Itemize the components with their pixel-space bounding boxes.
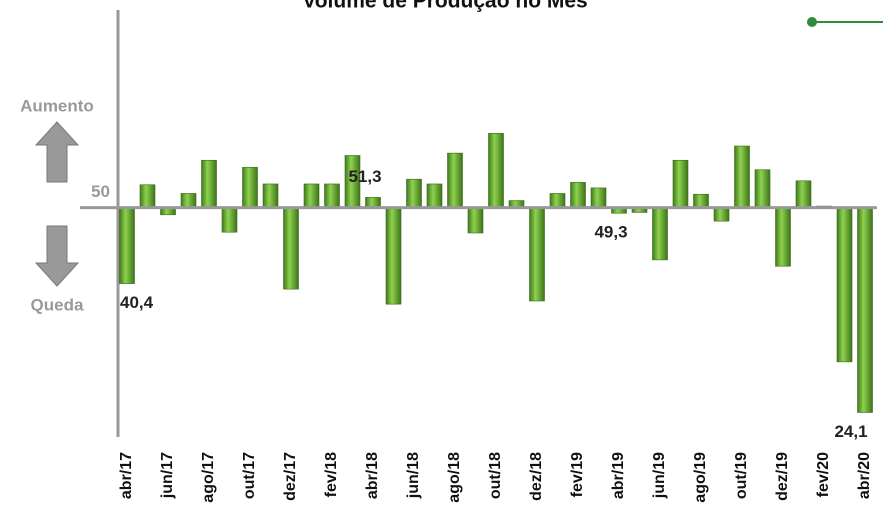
x-tick-label: abr/18 — [364, 452, 381, 499]
x-tick-label: abr/20 — [856, 452, 873, 499]
bar — [283, 207, 299, 290]
bar — [385, 207, 402, 305]
bar — [795, 180, 812, 208]
x-tick-label: dez/18 — [528, 452, 545, 501]
bar — [775, 207, 791, 267]
bar — [426, 183, 443, 208]
x-tick-label: jun/19 — [651, 452, 668, 499]
bar — [672, 159, 689, 208]
x-tick-label: dez/17 — [282, 452, 299, 501]
bar — [262, 183, 279, 208]
x-tick-label: out/19 — [733, 452, 750, 499]
bar — [242, 167, 258, 208]
bar — [570, 182, 586, 208]
bar — [549, 193, 566, 208]
legend-dot — [807, 17, 817, 27]
bar — [857, 207, 873, 413]
x-tick-label: dez/19 — [774, 452, 791, 501]
value-label: 24,1 — [834, 422, 867, 441]
bar — [324, 183, 340, 208]
value-label: 40,4 — [120, 293, 154, 312]
bar — [365, 197, 381, 208]
x-tick-label: out/17 — [241, 452, 258, 499]
down-arrow — [34, 225, 80, 287]
bar — [406, 178, 422, 208]
x-tick-label: fev/18 — [323, 452, 340, 497]
chart-title: Volume de Produção no Mês — [302, 0, 588, 13]
bar — [180, 193, 197, 208]
value-label: 51,3 — [348, 167, 381, 186]
bar — [693, 193, 709, 208]
x-tick-label: ago/19 — [692, 452, 709, 503]
bar — [754, 169, 771, 208]
bar — [529, 207, 545, 302]
bar — [836, 207, 853, 363]
annotation: Queda — [31, 295, 84, 314]
bar — [221, 207, 238, 233]
bar — [139, 184, 156, 208]
bar — [590, 187, 607, 208]
annotation: Aumento — [20, 96, 94, 115]
bar — [652, 207, 668, 261]
bar — [713, 207, 730, 222]
bar — [201, 159, 217, 208]
bar — [119, 207, 135, 284]
x-tick-label: abr/17 — [118, 452, 135, 499]
x-tick-label: abr/19 — [610, 452, 627, 499]
x-tick-label: fev/19 — [569, 452, 586, 497]
bar — [447, 152, 463, 208]
x-tick-label: jun/18 — [405, 452, 422, 499]
value-label: 49,3 — [594, 223, 627, 242]
x-tick-label: fev/20 — [815, 452, 832, 497]
bar — [488, 133, 504, 208]
bar — [734, 145, 750, 208]
bar — [303, 183, 320, 208]
up-arrow — [34, 121, 80, 183]
bar — [467, 207, 484, 234]
x-tick-label: jun/17 — [159, 452, 176, 499]
x-tick-label: out/18 — [487, 452, 504, 499]
y-tick-label: 50 — [91, 182, 110, 201]
x-tick-label: ago/17 — [200, 452, 217, 503]
x-tick-label: ago/18 — [446, 452, 463, 503]
